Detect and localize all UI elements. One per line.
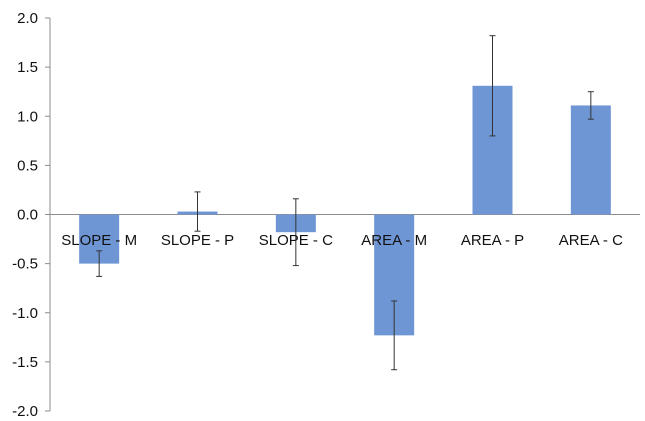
category-label: AREA - C (559, 232, 623, 249)
y-tick-label: -2.0 (12, 403, 38, 420)
y-tick-label: 0.0 (17, 207, 38, 224)
category-labels: SLOPE - M SLOPE - P SLOPE - C AREA - M AREA … (61, 232, 623, 249)
category-label: AREA - M (361, 232, 427, 249)
y-tick-label: 1.0 (17, 108, 38, 125)
category-label: SLOPE - C (259, 232, 333, 249)
y-tick-label: -1.0 (12, 305, 38, 322)
y-tick-label: 1.5 (17, 59, 38, 76)
y-tick-label: -1.5 (12, 354, 38, 371)
bar (571, 105, 611, 214)
category-label: SLOPE - M (61, 232, 137, 249)
y-tick-label: -0.5 (12, 256, 38, 273)
bars (79, 86, 611, 336)
y-tick-label: 2.0 (17, 10, 38, 27)
category-label: SLOPE - P (161, 232, 234, 249)
y-tick-label: 0.5 (17, 157, 38, 174)
category-label: AREA - P (461, 232, 524, 249)
error-bars (96, 36, 594, 370)
